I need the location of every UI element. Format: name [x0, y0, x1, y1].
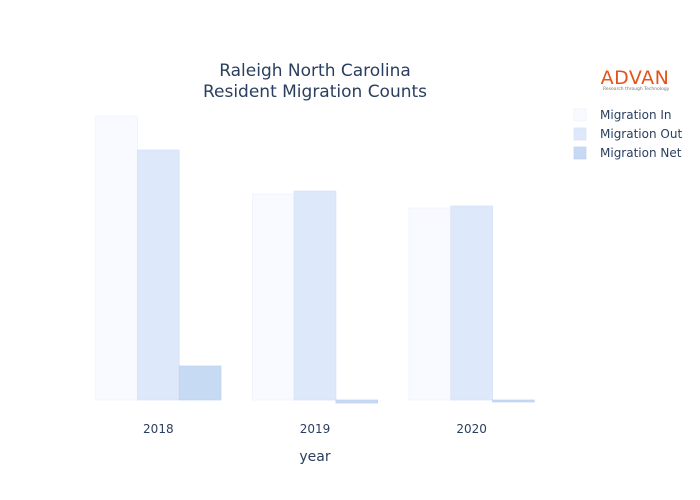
bar-migration-net-2018[interactable] — [178, 365, 222, 401]
legend-item-migration-net[interactable]: Migration Net — [573, 146, 682, 160]
bar-migration-in-2019[interactable] — [251, 193, 295, 401]
legend-swatch — [573, 146, 587, 160]
bar-migration-in-2020[interactable] — [408, 207, 452, 401]
advan-logo: ADVAN Research through Technology — [601, 67, 670, 92]
bar-migration-net-2020[interactable] — [492, 399, 535, 403]
advan-logo-tagline: Research through Technology — [603, 86, 670, 92]
legend-item-migration-out[interactable]: Migration Out — [573, 127, 682, 141]
advan-logo-wordmark: ADVAN — [601, 67, 670, 89]
chart-title-line-2: Resident Migration Counts — [203, 82, 427, 102]
x-axis-ticks: 2018 2019 2020 — [143, 422, 487, 436]
x-tick-label-2020: 2020 — [456, 422, 487, 436]
x-tick-label-2018: 2018 — [143, 422, 174, 436]
bar-migration-net-2019[interactable] — [335, 399, 379, 404]
chart-title: Raleigh North Carolina Resident Migratio… — [203, 61, 427, 102]
bar-migration-out-2018[interactable] — [137, 149, 180, 401]
bar-migration-in-2018[interactable] — [95, 115, 138, 401]
chart-title-line-1: Raleigh North Carolina — [219, 61, 411, 81]
legend-swatch — [573, 127, 587, 141]
x-tick-label-2019: 2019 — [300, 422, 331, 436]
bar-migration-out-2020[interactable] — [450, 205, 493, 401]
plot-area — [95, 115, 535, 404]
legend-label: Migration In — [600, 108, 672, 122]
legend-label: Migration Net — [600, 146, 682, 160]
legend[interactable]: Migration In Migration Out Migration Net — [573, 108, 682, 160]
legend-item-migration-in[interactable]: Migration In — [573, 108, 672, 122]
legend-swatch — [573, 108, 587, 122]
legend-label: Migration Out — [600, 127, 682, 141]
bar-migration-out-2019[interactable] — [293, 190, 337, 401]
x-axis-title: year — [299, 449, 330, 465]
